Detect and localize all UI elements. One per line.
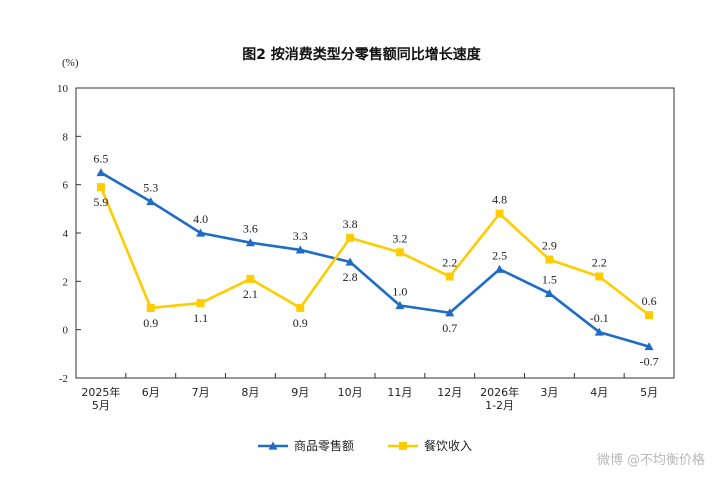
data-label: 1.0 xyxy=(392,285,407,299)
x-tick-label: 8月 xyxy=(241,386,259,399)
data-point-marker xyxy=(595,272,604,281)
data-point-marker xyxy=(245,238,255,247)
series-line-catering xyxy=(99,186,650,317)
data-label: 2.2 xyxy=(592,256,607,270)
data-point-marker xyxy=(495,264,505,273)
data-label: 0.9 xyxy=(293,316,308,330)
y-axis-unit-label: (%) xyxy=(62,57,79,69)
data-point-marker xyxy=(594,327,604,336)
data-label: 1.5 xyxy=(542,272,557,286)
data-label: 0.6 xyxy=(642,294,657,308)
series-line-goods-retail xyxy=(100,171,650,348)
x-tick-label: 7月 xyxy=(192,386,210,399)
data-label: 3.6 xyxy=(243,222,258,236)
plot-frame xyxy=(75,87,675,379)
data-label: -0.7 xyxy=(640,355,659,369)
data-point-marker xyxy=(196,228,206,237)
legend-marker xyxy=(268,441,278,450)
x-tick-label: 11月 xyxy=(387,386,412,399)
data-label: 3.2 xyxy=(392,231,407,245)
y-tick-label: -2 xyxy=(59,373,68,385)
data-label: 0.9 xyxy=(143,316,158,330)
x-tick-label: 5月 xyxy=(92,399,110,412)
data-point-marker xyxy=(346,233,355,242)
x-tick-label: 4月 xyxy=(590,386,608,399)
data-point-marker xyxy=(96,168,106,177)
data-point-marker xyxy=(196,299,205,308)
x-tick-label: 5月 xyxy=(640,386,658,399)
legend-marker xyxy=(399,442,407,450)
data-label: 1.1 xyxy=(193,311,208,325)
legend-label: 餐饮收入 xyxy=(424,438,472,453)
data-point-marker xyxy=(146,303,155,312)
data-label: 3.3 xyxy=(293,229,308,243)
data-label: 4.0 xyxy=(193,212,208,226)
y-tick-label: 6 xyxy=(63,180,69,192)
data-label: 2.1 xyxy=(243,287,258,301)
data-point-marker xyxy=(395,301,405,310)
data-label: 2.8 xyxy=(343,270,358,284)
x-tick-label: 2026年 xyxy=(480,385,519,399)
data-point-marker xyxy=(146,197,156,206)
data-point-marker xyxy=(246,274,255,283)
data-point-marker xyxy=(495,209,504,218)
y-tick-label: 0 xyxy=(63,325,69,337)
data-point-marker xyxy=(445,308,455,317)
y-tick-label: 4 xyxy=(63,228,69,240)
data-label: 0.7 xyxy=(442,321,457,335)
legend: 商品零售额 餐饮收入 xyxy=(258,438,472,453)
data-point-marker xyxy=(395,248,404,257)
data-label: 5.3 xyxy=(143,181,158,195)
x-tick-label: 9月 xyxy=(291,386,309,399)
y-tick-label: 2 xyxy=(63,276,69,288)
data-label: 5.9 xyxy=(93,195,108,209)
data-point-marker xyxy=(644,342,654,351)
data-label: 2.5 xyxy=(492,248,507,262)
data-point-marker xyxy=(295,245,305,254)
data-point-marker xyxy=(645,311,654,320)
x-tick-label: 1-2月 xyxy=(485,399,514,412)
data-label: 4.8 xyxy=(492,193,507,207)
data-point-marker xyxy=(345,257,355,266)
x-tick-label: 6月 xyxy=(142,386,160,399)
x-tick-label: 3月 xyxy=(540,386,558,399)
data-label: 6.5 xyxy=(93,152,108,166)
data-label: 2.2 xyxy=(442,256,457,270)
data-label: -0.1 xyxy=(590,311,609,325)
data-label: 3.8 xyxy=(343,217,358,231)
y-tick-label: 8 xyxy=(63,131,69,143)
data-label: 2.9 xyxy=(542,239,557,253)
chart-title: 图2 按消费类型分零售额同比增长速度 xyxy=(242,47,481,63)
data-point-marker xyxy=(545,255,554,264)
y-tick-label: 10 xyxy=(57,83,69,95)
data-point-marker xyxy=(96,183,105,192)
data-point-marker xyxy=(445,272,454,281)
legend-label: 商品零售额 xyxy=(294,438,354,453)
data-point-marker xyxy=(296,303,305,312)
watermark-text: 微博 @不均衡价格 xyxy=(596,453,705,468)
data-point-marker xyxy=(544,288,554,298)
x-tick-label: 10月 xyxy=(338,386,363,399)
x-tick-label: 2025年 xyxy=(81,385,120,399)
x-tick-label: 12月 xyxy=(437,386,462,399)
